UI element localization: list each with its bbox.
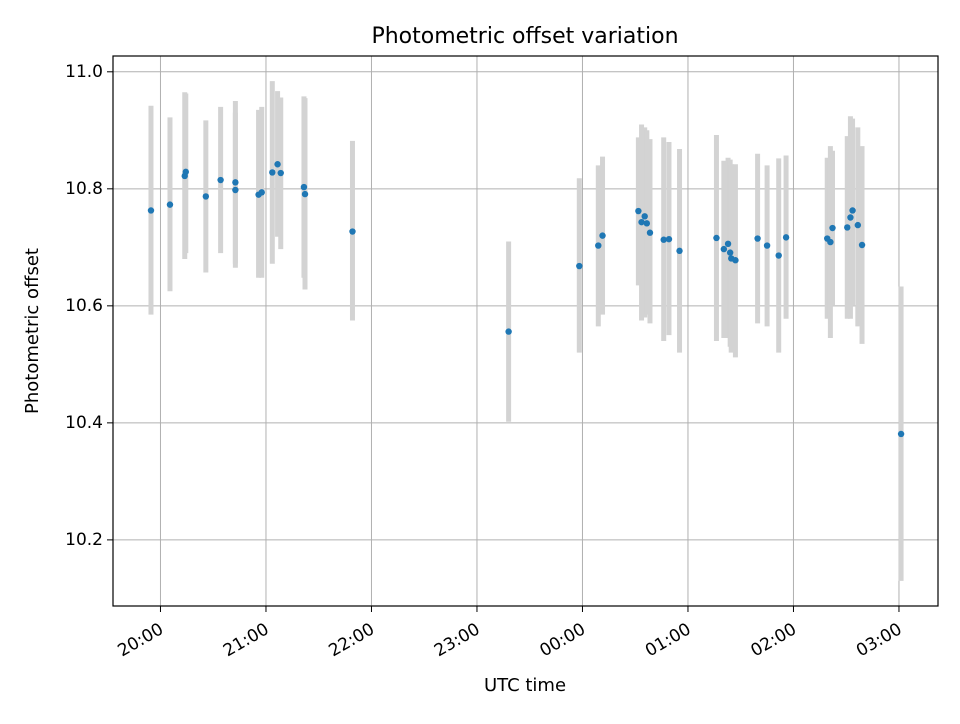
data-point [854, 221, 862, 229]
data-point [665, 235, 673, 243]
data-point [277, 169, 284, 177]
grid [113, 56, 938, 606]
data-point [599, 232, 606, 239]
data-point [829, 224, 836, 232]
data-point [232, 179, 239, 186]
data-point [775, 252, 782, 259]
data-point [269, 169, 276, 176]
data-point [849, 207, 856, 214]
data-points [147, 161, 905, 438]
data-point [217, 176, 224, 184]
data-point [646, 229, 654, 236]
data-point [300, 183, 308, 191]
data-point [182, 168, 189, 176]
data-point [713, 234, 720, 242]
data-point [349, 228, 356, 235]
data-point [638, 218, 645, 226]
data-point [595, 242, 602, 249]
y-tick-label: 10.4 [65, 413, 103, 433]
data-point [754, 235, 761, 242]
x-axis-label: UTC time [484, 675, 566, 696]
data-point [858, 241, 866, 249]
data-point [505, 328, 512, 335]
data-point [726, 249, 734, 256]
data-point [724, 240, 732, 248]
data-point [202, 193, 210, 200]
y-tick-label: 11.0 [65, 62, 103, 82]
data-point [258, 189, 265, 196]
data-point [166, 201, 174, 208]
data-point [274, 161, 281, 168]
data-point [847, 214, 854, 221]
data-point [576, 262, 583, 270]
data-point [232, 186, 239, 194]
chart-title: Photometric offset variation [371, 24, 678, 49]
data-point [643, 220, 651, 227]
y-axis-ticks: 10.2 10.4 10.6 10.8 11.0 [65, 62, 113, 550]
data-point [301, 190, 309, 198]
y-tick-label: 10.8 [65, 179, 103, 199]
data-point [732, 257, 739, 264]
y-axis-label: Photometric offset [22, 248, 43, 414]
data-point [720, 245, 728, 253]
data-point [897, 430, 905, 438]
data-point [641, 213, 648, 220]
data-point [147, 207, 155, 214]
data-point [676, 247, 683, 255]
data-point [827, 238, 834, 246]
data-point [782, 234, 790, 241]
y-tick-label: 10.6 [65, 296, 103, 316]
y-tick-label: 10.2 [65, 530, 103, 550]
data-point [660, 236, 667, 243]
data-point [844, 224, 851, 231]
data-point [763, 242, 771, 249]
plot-frame [112, 55, 939, 607]
data-point [635, 207, 642, 215]
